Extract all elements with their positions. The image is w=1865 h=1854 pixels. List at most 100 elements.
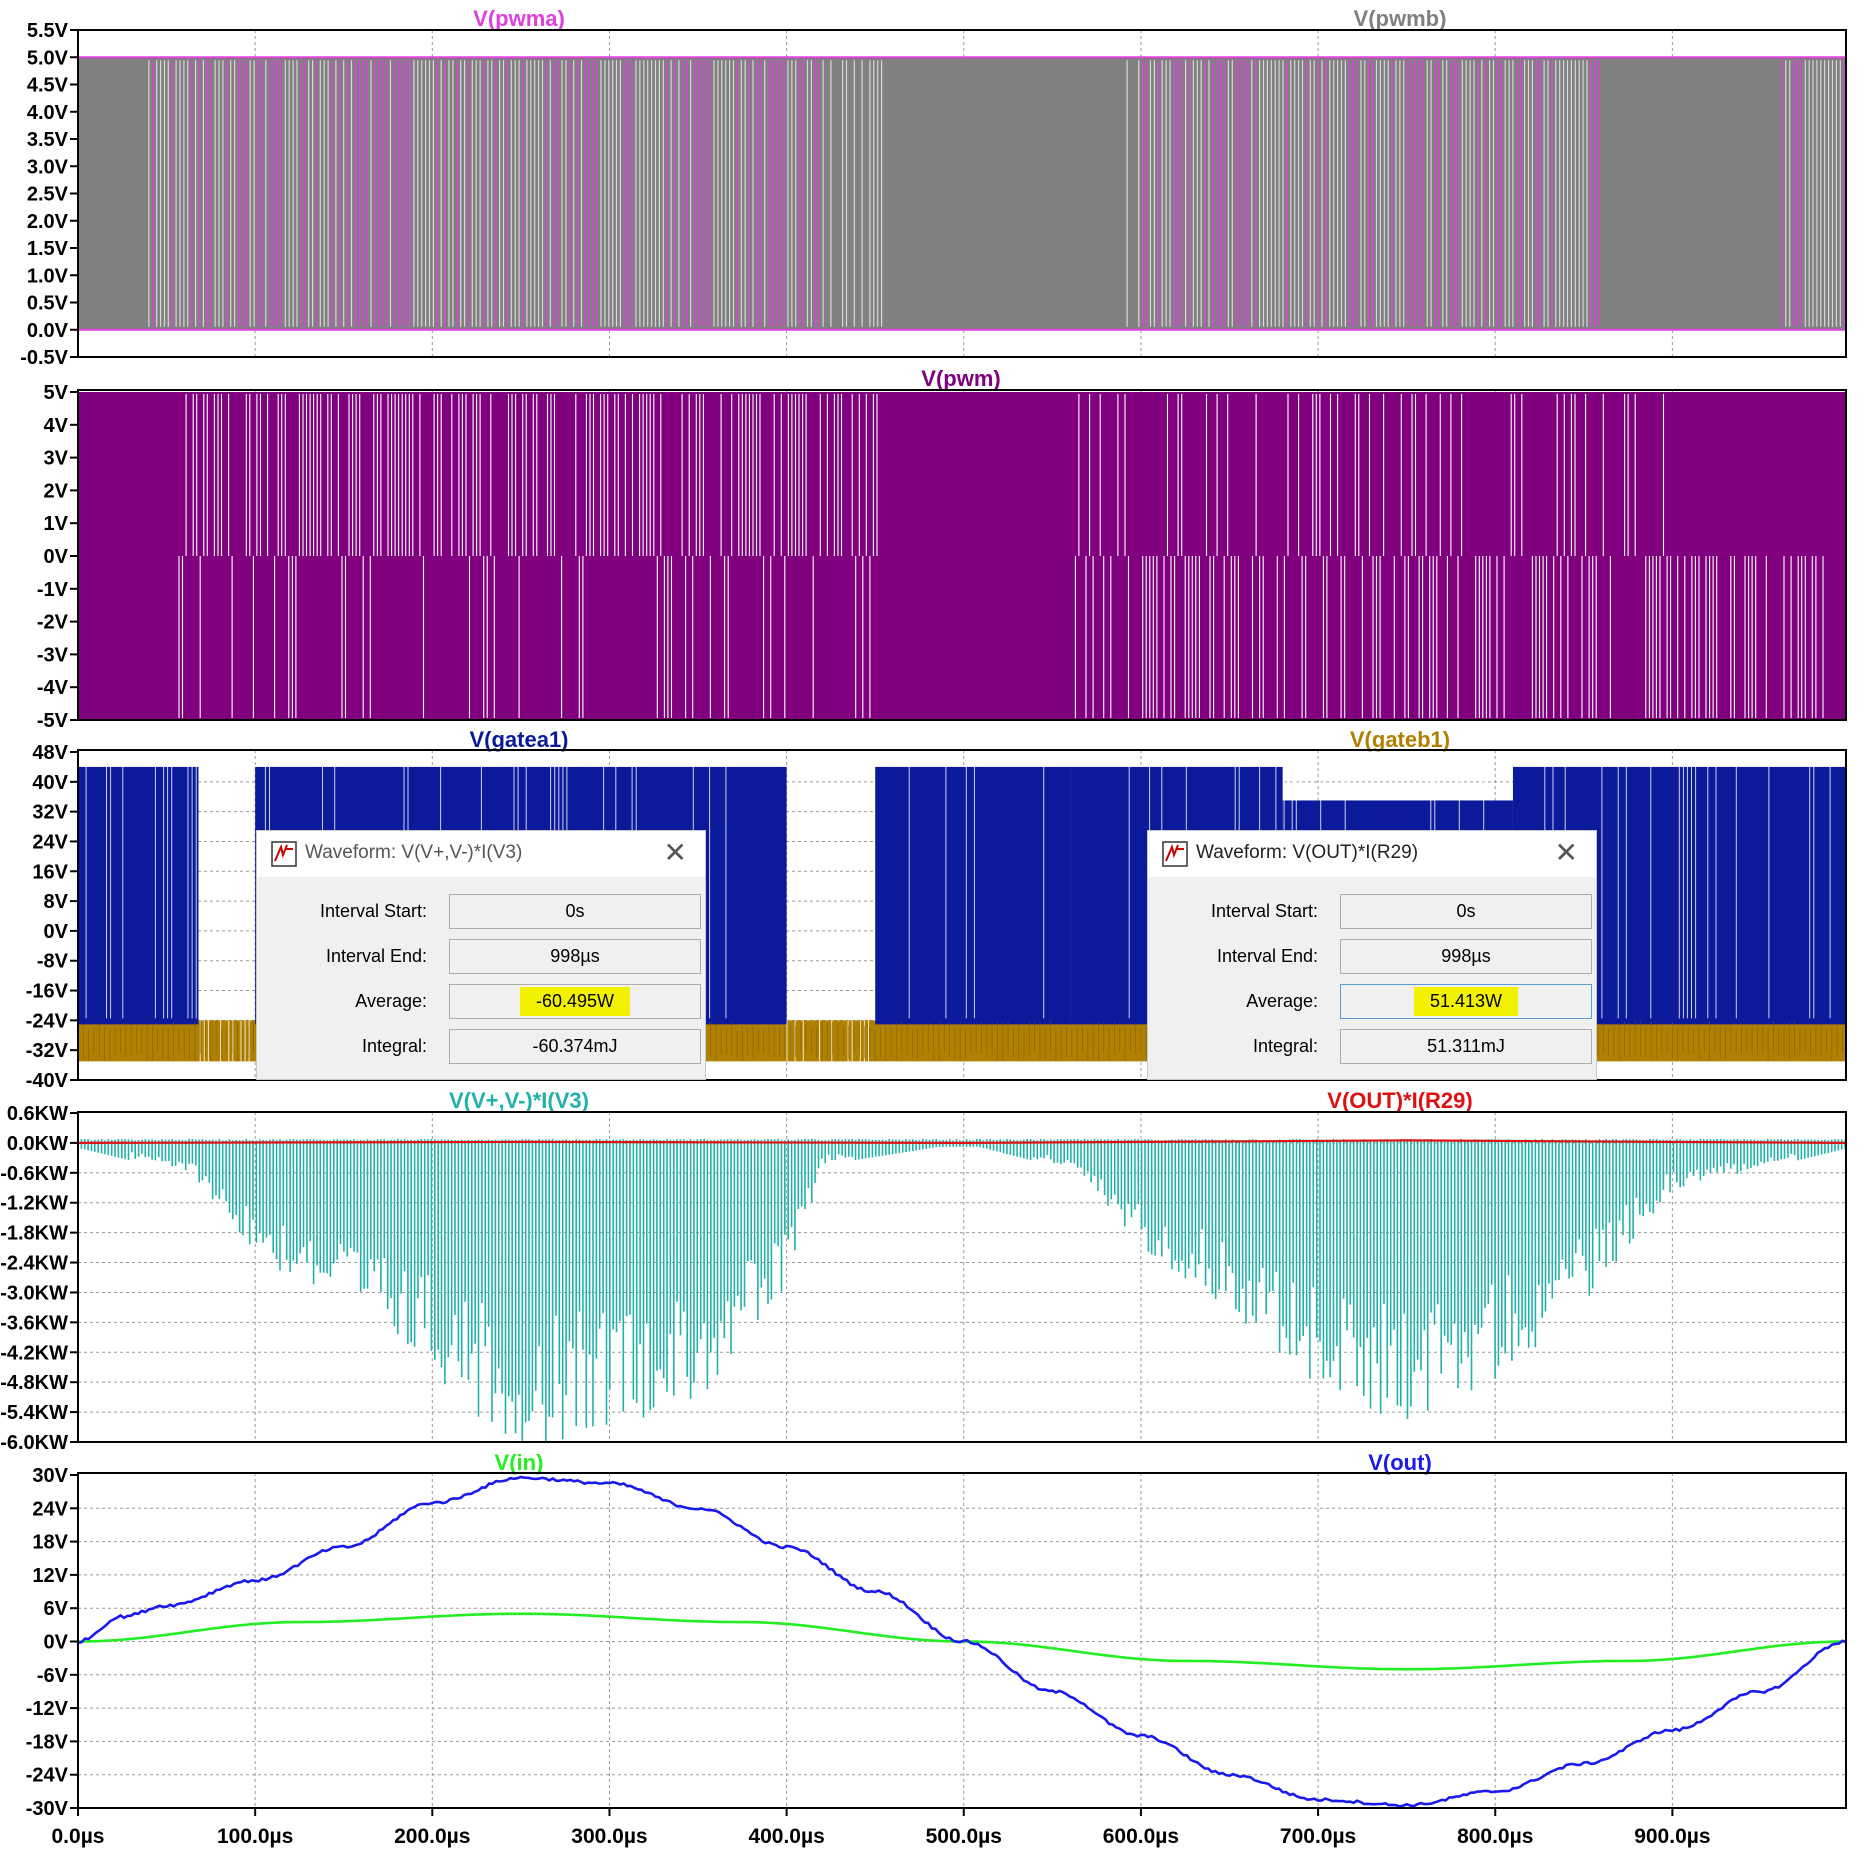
y-tick-label: -3.0KW (0, 1282, 68, 1304)
y-tick-label: -24V (26, 1010, 69, 1032)
interval-end-label: Interval End: (1216, 946, 1318, 966)
waveform-dialog-v3[interactable]: Waveform: V(V+,V-)*I(V3) ✕ Interval Star… (256, 830, 706, 1080)
y-tick-label: -6V (37, 1665, 69, 1687)
interval-start-field[interactable]: 0s (1340, 894, 1592, 929)
y-tick-label: -40V (26, 1070, 69, 1092)
y-tick-label: 5.0V (27, 47, 69, 69)
trace-label[interactable]: V(out) (1368, 1450, 1432, 1475)
x-tick-label: 600.0µs (1103, 1825, 1179, 1848)
x-tick-label: 700.0µs (1280, 1825, 1356, 1848)
trace-gatea1-fill (875, 766, 1071, 1025)
interval-end-label: Interval End: (325, 946, 427, 966)
integral-label: Integral: (361, 1036, 427, 1056)
pane-border (77, 749, 1847, 1081)
average-label: Average: (1246, 991, 1318, 1011)
y-tick-label: 24V (32, 831, 68, 853)
x-tick-label: 0.0µs (52, 1825, 105, 1848)
trace-pwmb-fill (79, 57, 1845, 330)
y-tick-label: 16V (32, 861, 68, 883)
y-tick-label: 0V (44, 921, 69, 943)
y-tick-label: -6.0KW (0, 1432, 68, 1454)
y-tick-label: -16V (26, 981, 69, 1003)
interval-end-field[interactable]: 998µs (1340, 939, 1592, 974)
trace-label[interactable]: V(in) (495, 1450, 544, 1475)
y-tick-label: 5.5V (27, 20, 69, 42)
y-tick-label: 6V (44, 1598, 69, 1620)
interval-start-field[interactable]: 0s (449, 894, 701, 929)
x-tick-label: 200.0µs (394, 1825, 470, 1848)
pane1[interactable]: 5.5V 5.0V 4.5V 4.0V 3.5V 3.0V 2.5V 2.0V 1.5V 1.0V… (20, 6, 1847, 369)
y-tick-label: 3.0V (27, 156, 69, 178)
x-tick-label: 100.0µs (217, 1825, 293, 1848)
close-icon[interactable]: ✕ (1554, 837, 1578, 868)
trace-p-v3 (80, 1138, 1845, 1441)
pane4[interactable]: 0.6KW 0.0KW -0.6KW -1.2KW -1.8KW -2.4KW -3.0KW… (0, 1088, 1847, 1456)
y-tick-label: -3.6KW (0, 1312, 68, 1334)
y-tick-label: -32V (26, 1040, 69, 1062)
y-tick-label: 3.5V (27, 129, 69, 151)
trace-group (79, 56, 1845, 331)
x-tick-label: 400.0µs (748, 1825, 824, 1848)
trace-label[interactable]: V(V+,V-)*I(V3) (449, 1088, 589, 1113)
x-axis: 0.0µs 100.0µs 200.0µs 300.0µs 400.0µs 500.0µs… (52, 1808, 1711, 1848)
y-tick-label: 2V (44, 480, 69, 502)
trace-pwm-edges (178, 394, 1824, 718)
x-tick-label: 800.0µs (1457, 1825, 1533, 1848)
y-tick-label: 1.0V (27, 265, 69, 287)
trace-label[interactable]: V(pwmb) (1354, 6, 1447, 31)
y-tick-label: 48V (32, 742, 68, 764)
trace-label[interactable]: V(gateb1) (1350, 727, 1450, 752)
trace-pwmb-edges (148, 60, 1841, 327)
close-icon[interactable]: ✕ (663, 837, 687, 868)
ltspice-logo-icon (1162, 841, 1188, 867)
y-tick-label: 0.5V (27, 293, 69, 315)
x-tick-label: 300.0µs (571, 1825, 647, 1848)
dialog-titlebar[interactable]: Waveform: V(OUT)*I(R29) ✕ (1148, 831, 1596, 877)
y-tick-label: -0.5V (20, 347, 68, 369)
trace-group (79, 1138, 1845, 1441)
pane-border (77, 389, 1847, 721)
y-tick-label: 2.5V (27, 184, 69, 206)
interval-end-field[interactable]: 998µs (449, 939, 701, 974)
pane-frame (77, 1111, 1847, 1443)
y-tick-label: 0.0V (27, 320, 69, 342)
interval-start-label: Interval Start: (319, 901, 427, 921)
trace-group (79, 392, 1845, 719)
waveform-dialog-r29[interactable]: Waveform: V(OUT)*I(R29) ✕ Interval Start… (1147, 830, 1597, 1080)
pane5[interactable]: 30V 24V 18V 12V 6V 0V -6V -12V -18V -24V -30V V(in)… (26, 1450, 1847, 1820)
trace-pwma-edges (152, 60, 1845, 327)
trace-label[interactable]: V(pwm) (921, 366, 1000, 391)
y-tick-label: 18V (32, 1532, 68, 1554)
y-tick-label: 4.0V (27, 102, 69, 124)
y-tick-label: -18V (26, 1731, 69, 1753)
interval-start-label: Interval Start: (1210, 901, 1318, 921)
trace-label[interactable]: V(OUT)*I(R29) (1327, 1088, 1472, 1113)
y-tick-label: -5V (37, 710, 69, 732)
average-value: -60.495W (519, 987, 631, 1016)
trace-p-r29 (79, 1139, 1845, 1145)
average-field[interactable]: -60.495W (449, 984, 701, 1019)
trace-label[interactable]: V(gatea1) (469, 727, 568, 752)
y-tick-label: -1.8KW (0, 1223, 68, 1245)
ltspice-logo-icon (271, 841, 297, 867)
pane-border (77, 1111, 1847, 1443)
y-tick-label: -1V (37, 579, 69, 601)
y-tick-label: 0.6KW (7, 1103, 68, 1125)
average-value: 51.413W (1413, 987, 1519, 1016)
trace-label[interactable]: V(pwma) (473, 6, 565, 31)
y-tick-label: -30V (26, 1798, 69, 1820)
y-tick-label: -4.2KW (0, 1342, 68, 1364)
pane2[interactable]: 5V 4V 3V 2V 1V 0V -1V -2V -3V -4V -5V V(pwm) (37, 366, 1847, 732)
y-tick-label: -4V (37, 677, 69, 699)
y-tick-label: -0.6KW (0, 1163, 68, 1185)
average-field[interactable]: 51.413W (1340, 984, 1592, 1019)
average-label: Average: (355, 991, 427, 1011)
integral-field[interactable]: -60.374mJ (449, 1029, 701, 1064)
dialog-titlebar[interactable]: Waveform: V(V+,V-)*I(V3) ✕ (257, 831, 705, 877)
y-tick-label: 8V (44, 891, 69, 913)
integral-field[interactable]: 51.311mJ (1340, 1029, 1592, 1064)
y-tick-label: 4V (44, 415, 69, 437)
y-tick-label: -1.2KW (0, 1193, 68, 1215)
y-tick-label: 4.5V (27, 75, 69, 97)
trace-v-out (79, 1475, 1845, 1807)
